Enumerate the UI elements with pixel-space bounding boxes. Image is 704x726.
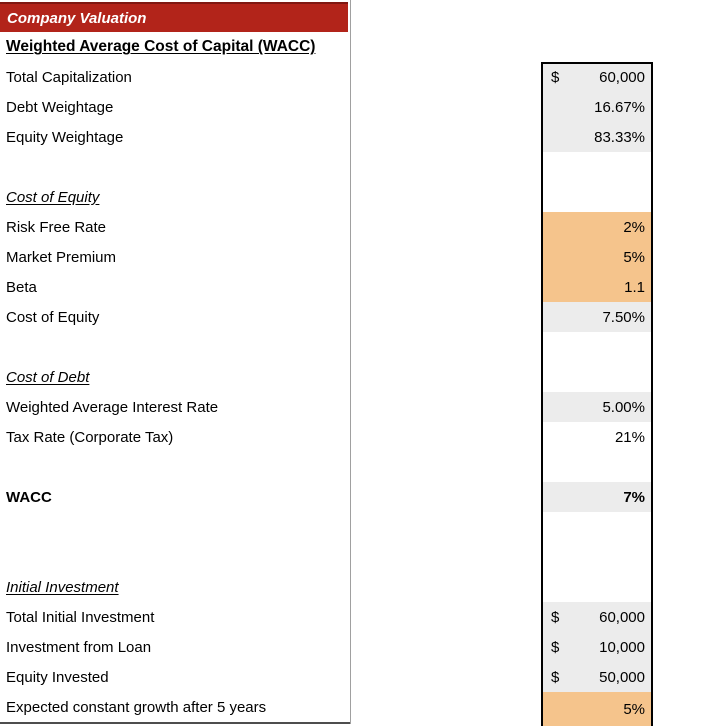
table-row: WACC 7% xyxy=(0,482,704,512)
table-row xyxy=(0,332,704,362)
cell-value: 7% xyxy=(623,488,645,506)
cell-value: 50,000 xyxy=(599,668,645,686)
table-row: Equity Weightage 83.33% xyxy=(0,122,704,152)
row-label: Beta xyxy=(6,278,37,296)
table-row xyxy=(0,452,704,482)
value-cell[interactable] xyxy=(541,512,653,542)
cell-value: 60,000 xyxy=(599,608,645,626)
currency-symbol: $ xyxy=(551,608,560,626)
cell-value: 16.67% xyxy=(594,98,645,116)
cell-value: 83.33% xyxy=(594,128,645,146)
cell-value: 21% xyxy=(614,428,645,446)
row-label xyxy=(0,152,350,182)
table-row: Risk Free Rate 2% xyxy=(0,212,704,242)
input-cell[interactable]: 1.1 xyxy=(541,272,653,302)
row-label: Total Initial Investment xyxy=(6,608,155,626)
section-title: Company Valuation xyxy=(7,9,147,27)
value-cell[interactable]: $60,000 xyxy=(541,602,653,632)
value-cell[interactable]: $60,000 xyxy=(541,62,653,92)
row-label xyxy=(0,332,350,362)
table-row: Initial Investment xyxy=(0,572,704,602)
value-cell[interactable]: 83.33% xyxy=(541,122,653,152)
row-label: Market Premium xyxy=(6,248,117,266)
cell-value: 5.00% xyxy=(602,398,645,416)
input-cell[interactable]: 5% xyxy=(541,692,653,726)
cell-value: 1.1 xyxy=(624,278,645,296)
row-label: Equity Invested xyxy=(6,668,109,686)
table-row: Market Premium 5% xyxy=(0,242,704,272)
row-label: Investment from Loan xyxy=(6,638,152,656)
row-label: WACC xyxy=(6,488,52,506)
table-row: Equity Invested $50,000 xyxy=(0,662,704,692)
table-row xyxy=(0,542,704,572)
table-row: Cost of Debt xyxy=(0,362,704,392)
row-label xyxy=(0,512,350,542)
row-label: Weighted Average Interest Rate xyxy=(6,398,219,416)
table-row: Cost of Equity 7.50% xyxy=(0,302,704,332)
row-label: Total Capitalization xyxy=(6,68,132,86)
cell-value: 5% xyxy=(623,248,645,266)
table-row: Total Initial Investment $60,000 xyxy=(0,602,704,632)
cell-value: 5% xyxy=(623,700,645,718)
row-label: Risk Free Rate xyxy=(6,218,107,236)
currency-symbol: $ xyxy=(551,68,560,86)
row-label xyxy=(0,542,350,572)
value-cell[interactable] xyxy=(541,542,653,572)
row-label: Equity Weightage xyxy=(6,128,124,146)
cell-value: 7.50% xyxy=(602,308,645,326)
value-cell[interactable]: 21% xyxy=(541,422,653,452)
row-label xyxy=(0,452,350,482)
value-cell[interactable] xyxy=(541,152,653,182)
table-row xyxy=(0,152,704,182)
table-row: Expected constant growth after 5 years 5% xyxy=(0,692,704,726)
table-row: Total Capitalization $60,000 xyxy=(0,62,704,92)
input-cell[interactable]: 5% xyxy=(541,242,653,272)
row-label: Cost of Equity xyxy=(6,308,100,326)
table-row: Tax Rate (Corporate Tax) 21% xyxy=(0,422,704,452)
row-label: Tax Rate (Corporate Tax) xyxy=(6,428,174,446)
row-label: Debt Weightage xyxy=(6,98,114,116)
table-row xyxy=(0,512,704,542)
value-cell[interactable]: 7.50% xyxy=(541,302,653,332)
value-cell[interactable] xyxy=(541,452,653,482)
table-row: Debt Weightage 16.67% xyxy=(0,92,704,122)
value-cell[interactable] xyxy=(541,182,653,212)
value-cell[interactable]: $10,000 xyxy=(541,632,653,662)
table-row: Weighted Average Interest Rate 5.00% xyxy=(0,392,704,422)
table-row: Cost of Equity xyxy=(0,182,704,212)
row-label: Cost of Equity xyxy=(6,188,100,206)
label-column-bottom-border xyxy=(0,722,350,724)
table-row: Beta 1.1 xyxy=(0,272,704,302)
currency-symbol: $ xyxy=(551,638,560,656)
table-row: Weighted Average Cost of Capital (WACC) xyxy=(0,32,704,62)
cell-value: 10,000 xyxy=(599,638,645,656)
row-label: Cost of Debt xyxy=(6,368,90,386)
table-row: Investment from Loan $10,000 xyxy=(0,632,704,662)
row-label: Expected constant growth after 5 years xyxy=(6,698,267,716)
cell-value: 60,000 xyxy=(599,68,645,86)
section-header-banner: Company Valuation xyxy=(0,2,348,32)
value-cell[interactable]: 16.67% xyxy=(541,92,653,122)
currency-symbol: $ xyxy=(551,668,560,686)
value-cell[interactable]: 5.00% xyxy=(541,392,653,422)
value-cell[interactable]: 7% xyxy=(541,482,653,512)
input-cell[interactable]: 2% xyxy=(541,212,653,242)
value-cell[interactable] xyxy=(541,362,653,392)
value-cell[interactable] xyxy=(541,572,653,602)
row-label: Weighted Average Cost of Capital (WACC) xyxy=(6,38,316,55)
value-cell[interactable]: $50,000 xyxy=(541,662,653,692)
cell-value: 2% xyxy=(623,218,645,236)
value-cell[interactable] xyxy=(541,332,653,362)
row-label: Initial Investment xyxy=(6,578,119,596)
